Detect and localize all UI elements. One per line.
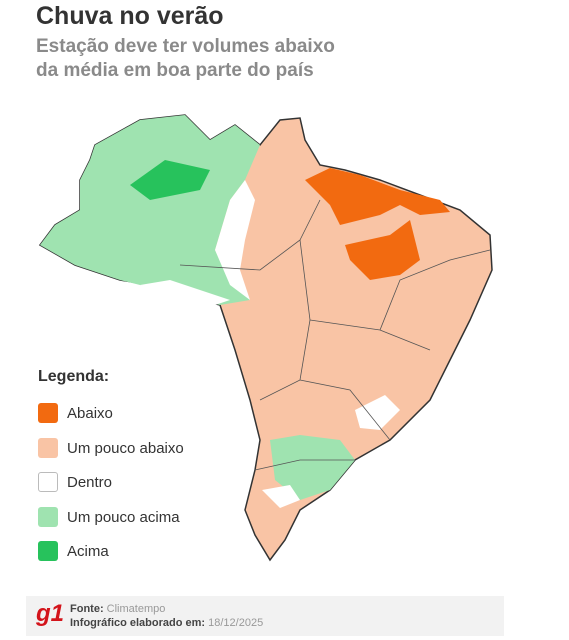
legend-title: Legenda: xyxy=(38,368,110,385)
title: Chuva no verão xyxy=(36,2,224,30)
region-dentro xyxy=(355,395,400,430)
region-dentro xyxy=(262,485,300,508)
region-um-pouco-acima xyxy=(270,435,355,500)
legend-swatch xyxy=(38,403,58,423)
source-label: Fonte: xyxy=(70,603,104,615)
region-abaixo xyxy=(345,220,420,280)
region-abaixo xyxy=(305,168,450,225)
region-dentro xyxy=(215,180,255,300)
subtitle: Estação deve ter volumes abaixo xyxy=(36,36,335,57)
region-dentro xyxy=(140,280,230,305)
date-label: Infográfico elaborado em: xyxy=(70,617,206,629)
legend-item: Dentro xyxy=(38,471,112,493)
legend-label: Um pouco acima xyxy=(67,508,180,526)
legend-label: Acima xyxy=(67,542,109,560)
legend-label: Um pouco abaixo xyxy=(67,439,184,457)
legend-item: Um pouco acima xyxy=(38,506,180,528)
source-value: Climatempo xyxy=(106,603,166,615)
state-borders xyxy=(179,199,491,471)
legend-item: Acima xyxy=(38,540,109,562)
legend-swatch xyxy=(38,507,58,527)
region-acima xyxy=(130,160,210,200)
date: Infográfico elaborado em: 18/12/2025 xyxy=(70,617,263,629)
date-value: 18/12/2025 xyxy=(208,617,264,629)
legend-item: Um pouco abaixo xyxy=(38,437,184,459)
legend-swatch xyxy=(38,541,58,561)
region-um-pouco-acima xyxy=(40,115,260,305)
subtitle: da média em boa parte do país xyxy=(36,60,314,81)
source: Fonte: Climatempo xyxy=(70,603,165,615)
legend-swatch xyxy=(38,438,58,458)
legend-label: Dentro xyxy=(67,473,113,491)
legend-label: Abaixo xyxy=(67,404,113,422)
legend-swatch xyxy=(38,472,58,492)
legend-item: Abaixo xyxy=(38,402,113,424)
brazil-map xyxy=(38,114,493,562)
logo: g1 xyxy=(36,600,65,627)
footer: g1 Fonte: Climatempo Infográfico elabora… xyxy=(26,596,504,636)
